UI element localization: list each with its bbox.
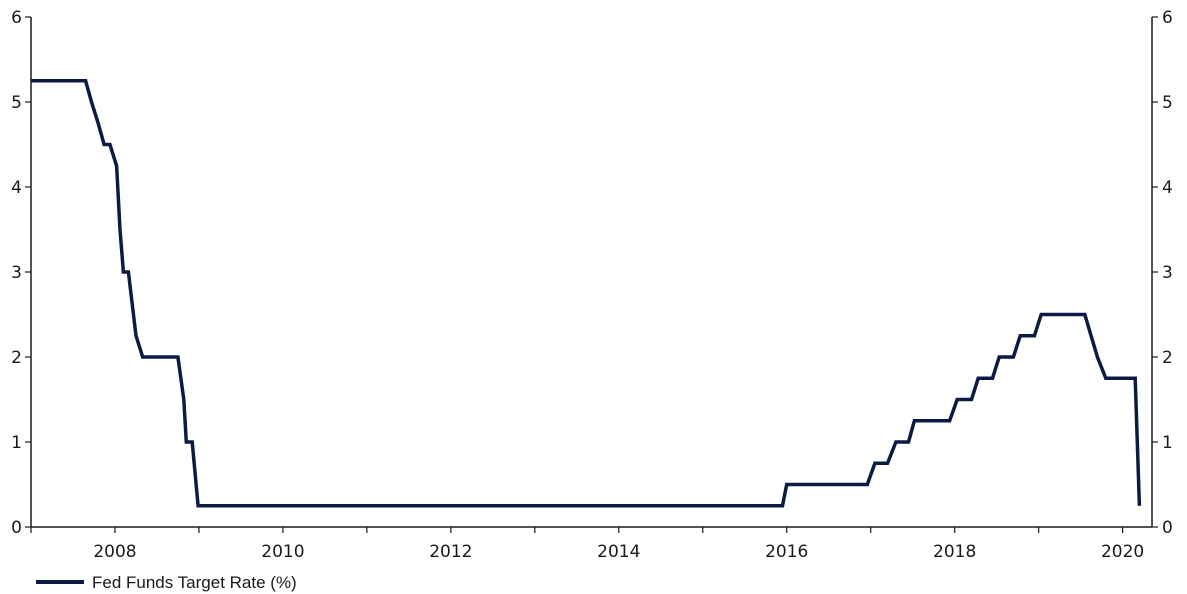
y-tick-label-right: 2 bbox=[1162, 348, 1173, 368]
y-tick-label-left: 1 bbox=[11, 433, 22, 453]
y-tick-label-left: 0 bbox=[11, 518, 22, 538]
series-line-fed-funds-target-rate bbox=[31, 79, 1142, 508]
chart-series bbox=[31, 79, 1142, 508]
y-tick-label-right: 0 bbox=[1162, 518, 1173, 538]
y-tick-label-right: 6 bbox=[1162, 8, 1173, 28]
y-tick-label-left: 4 bbox=[11, 178, 22, 198]
y-tick-label-left: 2 bbox=[11, 348, 22, 368]
x-tick-label: 2016 bbox=[765, 542, 808, 562]
x-tick-label: 2010 bbox=[261, 542, 304, 562]
y-tick-label-right: 4 bbox=[1162, 178, 1173, 198]
x-tick-label: 2012 bbox=[429, 542, 472, 562]
y-tick-label-right: 5 bbox=[1162, 93, 1173, 113]
x-tick-label: 2014 bbox=[597, 542, 640, 562]
y-tick-label-right: 1 bbox=[1162, 433, 1173, 453]
x-tick-label: 2008 bbox=[93, 542, 136, 562]
x-tick-label: 2020 bbox=[1101, 542, 1144, 562]
y-tick-label-right: 3 bbox=[1162, 263, 1173, 283]
chart-axes: 0 0 1 1 2 2 3 3 4 4 5 5 6 6 2008 2010 2012 2014 2016 2018 20… bbox=[11, 8, 1173, 562]
x-tick-label: 2018 bbox=[933, 542, 976, 562]
y-tick-label-left: 3 bbox=[11, 263, 22, 283]
chart-legend: Fed Funds Target Rate (%) bbox=[36, 573, 297, 592]
y-tick-label-left: 6 bbox=[11, 8, 22, 28]
y-tick-label-left: 5 bbox=[11, 93, 22, 113]
legend-label: Fed Funds Target Rate (%) bbox=[92, 573, 297, 592]
